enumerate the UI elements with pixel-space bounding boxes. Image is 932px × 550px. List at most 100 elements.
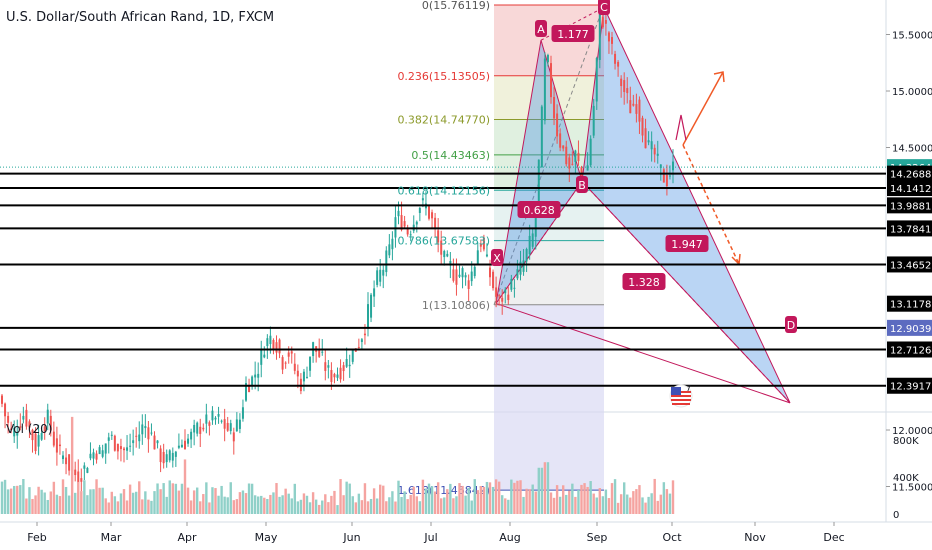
volume-bar bbox=[19, 485, 22, 514]
volume-bar bbox=[494, 479, 498, 514]
candle-body bbox=[180, 444, 183, 448]
candle-body bbox=[534, 207, 537, 237]
volume-bar bbox=[412, 486, 415, 514]
time-tick-label: Jul bbox=[423, 531, 437, 544]
volume-bar bbox=[43, 492, 46, 514]
volume-bar bbox=[671, 480, 675, 514]
candle-body bbox=[614, 53, 617, 64]
volume-bar bbox=[208, 502, 211, 514]
volume-bar bbox=[565, 494, 568, 514]
candle-body bbox=[403, 221, 406, 227]
volume-bar bbox=[342, 495, 345, 514]
volume-bar bbox=[104, 498, 107, 514]
candle-body bbox=[144, 426, 147, 429]
time-axis[interactable]: Feb Mar Apr May Jun Jul Aug Sep Oct Nov Dec bbox=[27, 522, 845, 544]
candle-body bbox=[293, 363, 296, 371]
candle-body bbox=[193, 424, 196, 433]
candle-body bbox=[333, 374, 336, 378]
volume-bar bbox=[232, 500, 235, 514]
time-tick-label: Oct bbox=[662, 531, 682, 544]
candle-body bbox=[449, 261, 452, 266]
candle-body bbox=[302, 371, 305, 382]
horizontal-lines[interactable] bbox=[0, 166, 886, 387]
ratio-ac-label: 1.177 bbox=[557, 28, 589, 41]
candle-body bbox=[659, 164, 662, 168]
volume-bar bbox=[89, 489, 92, 514]
candle-body bbox=[4, 403, 7, 417]
candle-body bbox=[623, 80, 626, 93]
volume-bar bbox=[424, 488, 428, 514]
volume-bar bbox=[665, 489, 669, 514]
volume-bar bbox=[513, 482, 516, 514]
candle-body bbox=[123, 448, 125, 451]
volume-bar bbox=[421, 479, 425, 514]
candle-body bbox=[13, 428, 16, 437]
candle-body bbox=[257, 373, 260, 378]
pattern-tick bbox=[675, 114, 687, 141]
candle-body bbox=[550, 63, 552, 98]
volume-bar bbox=[458, 483, 461, 514]
volume-bar bbox=[180, 483, 184, 514]
candle-body bbox=[40, 433, 43, 440]
candle-body bbox=[34, 433, 37, 452]
candle-body bbox=[437, 230, 440, 243]
volume-bar bbox=[580, 484, 583, 514]
price-tag-label: 14.14125 bbox=[890, 184, 932, 195]
candle-body bbox=[296, 370, 299, 377]
candle-body bbox=[37, 435, 40, 447]
volume-bar bbox=[619, 494, 623, 514]
candle-body bbox=[428, 206, 430, 219]
volume-bar bbox=[186, 487, 190, 514]
candle-body bbox=[116, 443, 119, 452]
candle-body bbox=[522, 260, 525, 272]
candle-body bbox=[177, 445, 180, 448]
volume-bar bbox=[568, 490, 571, 514]
point-a-label-bg bbox=[535, 20, 547, 37]
volume-bar bbox=[220, 485, 223, 514]
candle-body bbox=[495, 287, 498, 297]
candle-body bbox=[604, 20, 607, 24]
volume-tick-label: 0 bbox=[893, 510, 899, 521]
price-axis[interactable]: 15.50000 15.00000 14.50000 12.00000 11.50000… bbox=[886, 31, 932, 494]
volume-bar bbox=[16, 485, 19, 514]
candle-body bbox=[565, 146, 568, 165]
volume-bar bbox=[235, 499, 239, 514]
candle-body bbox=[226, 422, 229, 431]
candle-body bbox=[571, 163, 574, 165]
volume-bar bbox=[247, 483, 251, 514]
volume-bar bbox=[433, 491, 437, 514]
ratio-bd-label: 1.947 bbox=[671, 238, 703, 251]
candle-body bbox=[266, 338, 269, 347]
volume-title: Vol (20) bbox=[6, 422, 52, 436]
candle-body bbox=[162, 451, 165, 464]
candle-body bbox=[537, 159, 540, 204]
volume-bar bbox=[629, 497, 632, 514]
volume-bar bbox=[507, 499, 510, 514]
volume-bar bbox=[211, 487, 214, 514]
candle-body bbox=[184, 440, 186, 450]
candle-body bbox=[379, 269, 382, 282]
volume-bar bbox=[275, 483, 278, 514]
candle-body bbox=[635, 104, 638, 114]
time-tick-label: Dec bbox=[823, 531, 844, 544]
volume-bar bbox=[348, 483, 351, 514]
candle-body bbox=[147, 427, 150, 440]
point-d-label: D bbox=[787, 319, 795, 332]
candle-body bbox=[68, 454, 71, 471]
volume-bar bbox=[482, 486, 486, 514]
volume-bar bbox=[266, 498, 269, 514]
time-tick-label: Jun bbox=[342, 531, 360, 544]
candle-body bbox=[49, 415, 52, 431]
us-flag-icon[interactable] bbox=[669, 384, 693, 408]
ratio-xd-label: 1.328 bbox=[628, 276, 660, 289]
candle-body bbox=[263, 354, 266, 358]
candle-body bbox=[452, 269, 455, 281]
volume-bar bbox=[226, 497, 229, 514]
volume-bar bbox=[586, 486, 589, 514]
volume-bar bbox=[86, 495, 89, 514]
candle-body bbox=[19, 426, 22, 428]
candle-body bbox=[77, 471, 80, 483]
candle-body bbox=[504, 289, 507, 294]
volume-bar bbox=[589, 481, 592, 514]
volume-bar bbox=[25, 498, 28, 514]
